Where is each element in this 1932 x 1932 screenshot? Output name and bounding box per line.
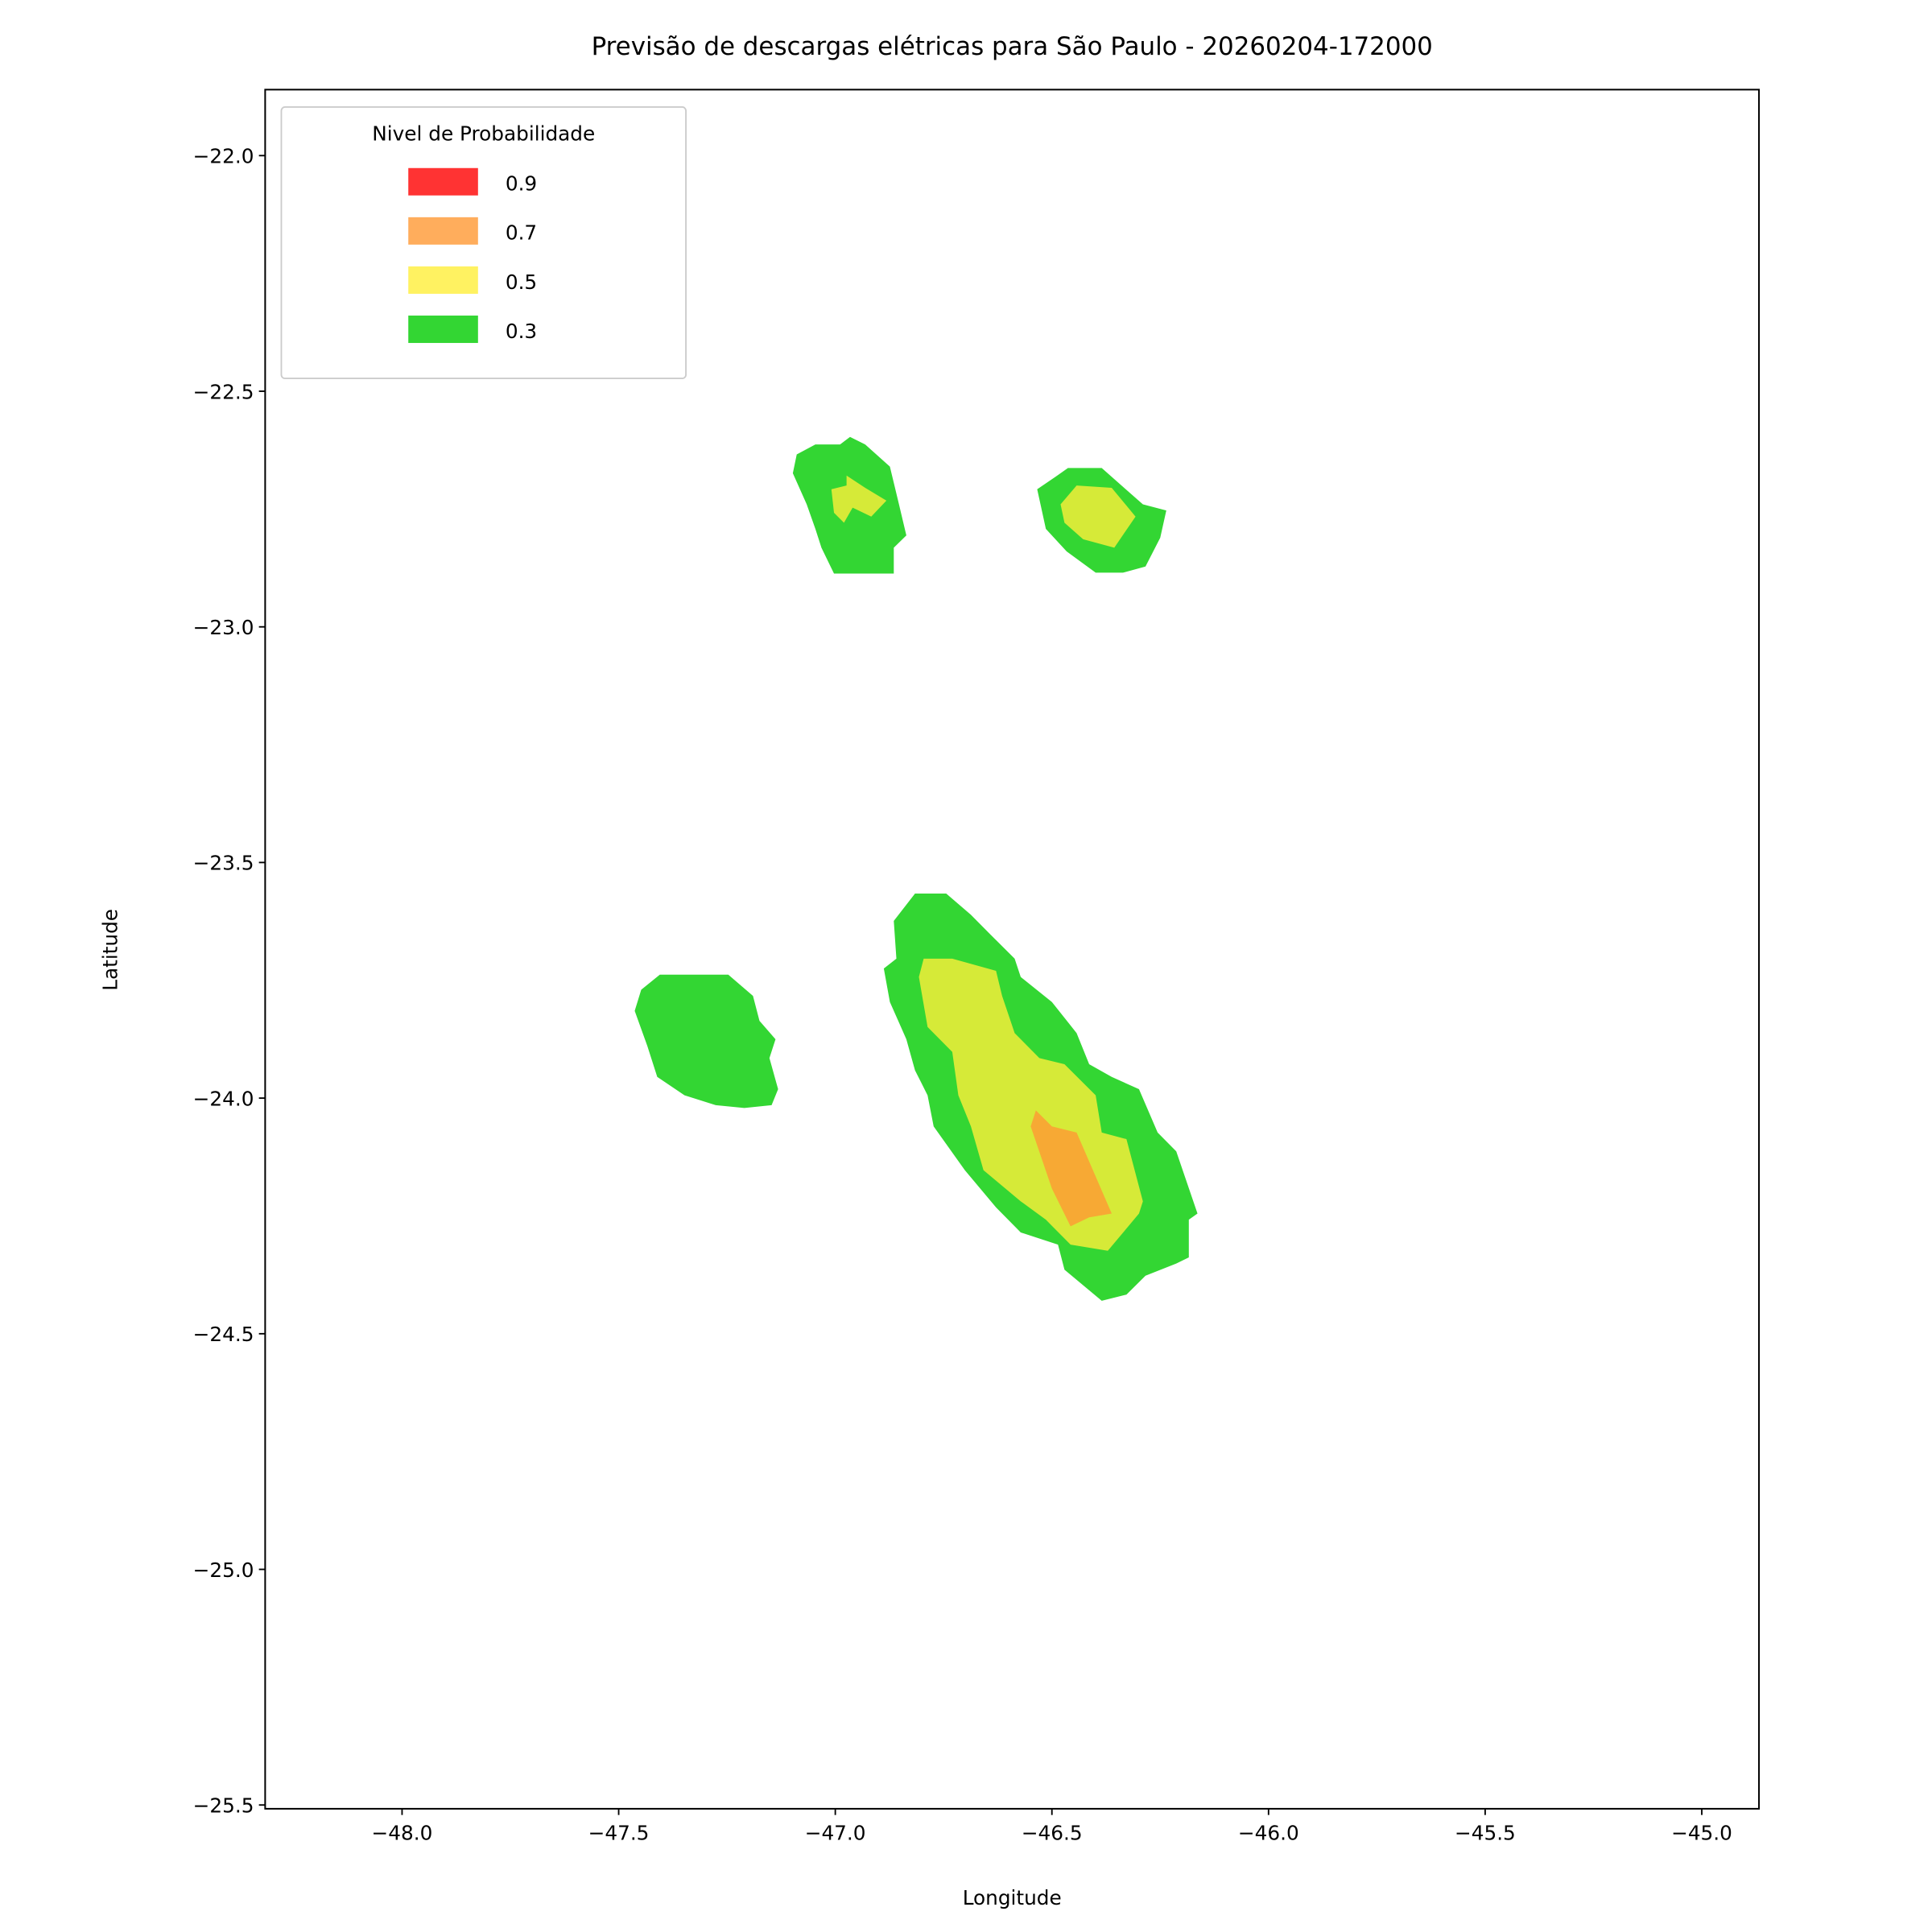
y-axis-label: Latitude [98,909,122,991]
x-tick-label: −46.0 [1238,1822,1299,1845]
y-tick-label: −22.0 [193,145,254,168]
legend-label: 0.9 [506,172,537,196]
contour-region [831,475,887,523]
x-tick-label: −48.0 [372,1822,433,1845]
x-tick-label: −47.0 [805,1822,866,1845]
legend-label: 0.5 [506,270,537,294]
y-tick-label: −22.5 [193,380,254,403]
contour-region [1060,485,1136,548]
chart-title: Previsão de descargas elétricas para São… [592,32,1433,61]
x-tick-label: −45.5 [1455,1822,1516,1845]
contour-region [634,974,778,1108]
legend-title: Nivel de Probabilidade [372,122,595,146]
legend-swatch [408,316,478,344]
y-tick-label: −25.5 [193,1794,254,1818]
legend-swatch [408,266,478,294]
y-tick-label: −24.0 [193,1087,254,1110]
axes-frame [264,89,1761,1810]
x-tick-label: −46.5 [1022,1822,1083,1845]
x-tick-label: −45.0 [1671,1822,1732,1845]
y-tick-label: −23.0 [193,616,254,639]
x-axis-label: Longitude [963,1886,1062,1909]
legend-box [280,106,687,380]
y-tick-label: −25.0 [193,1558,254,1582]
legend: Nivel de Probabilidade 0.9 0.7 0.5 0.3 [280,106,687,380]
legend-swatch [408,167,478,196]
x-tick-label: −47.5 [588,1822,650,1845]
y-tick-label: −23.5 [193,852,254,875]
legend-swatch [408,217,478,245]
legend-label: 0.3 [506,320,537,343]
legend-label: 0.7 [506,221,537,245]
ticks: −48.0 −47.5 −47.0 −46.5 −46.0 −45.5 −45.0 −22.0… [193,145,1732,1845]
plot-area [634,436,1198,1301]
y-tick-label: −24.5 [193,1323,254,1346]
contour-region [1030,1110,1113,1227]
